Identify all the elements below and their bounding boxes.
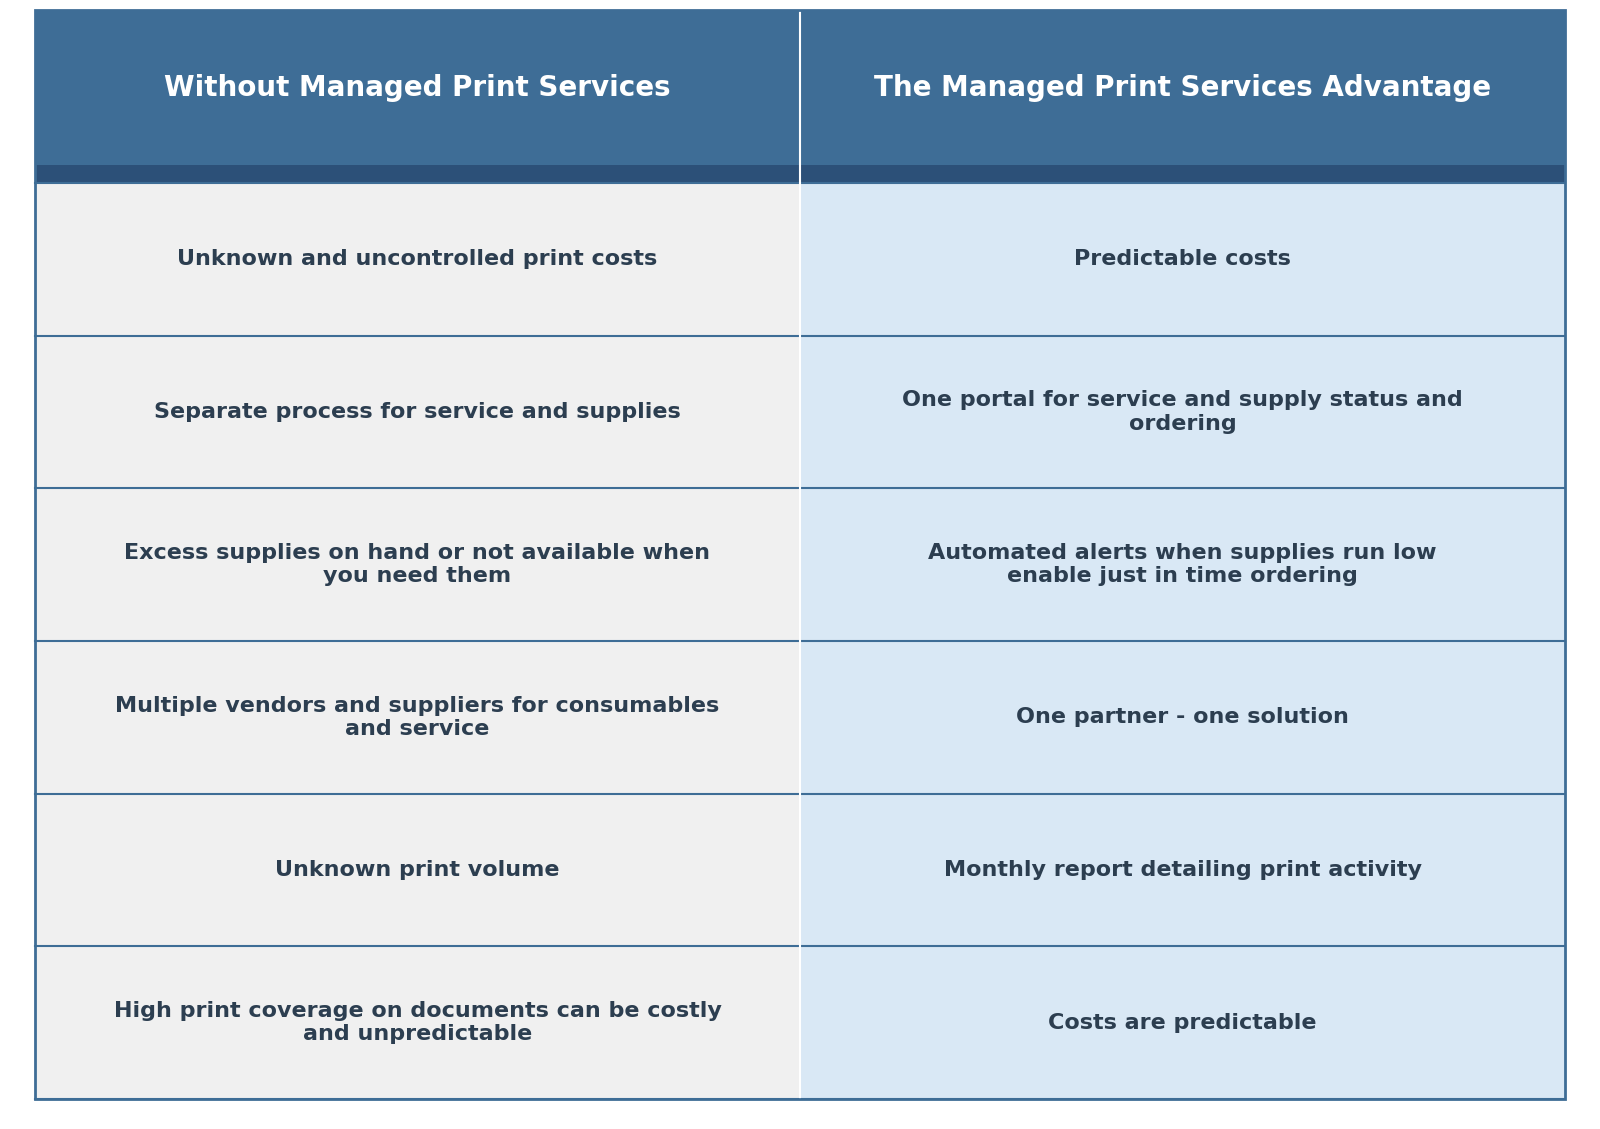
Bar — [35, 641, 800, 794]
Text: Without Managed Print Services: Without Managed Print Services — [165, 73, 670, 102]
Bar — [800, 489, 1565, 641]
Text: High print coverage on documents can be costly
and unpredictable: High print coverage on documents can be … — [114, 1001, 722, 1044]
Text: One partner - one solution: One partner - one solution — [1016, 708, 1349, 727]
Bar — [800, 794, 1565, 946]
Text: Monthly report detailing print activity: Monthly report detailing print activity — [944, 860, 1421, 879]
Bar — [35, 183, 800, 335]
Text: The Managed Print Services Advantage: The Managed Print Services Advantage — [874, 73, 1491, 102]
Text: Unknown print volume: Unknown print volume — [275, 860, 560, 879]
Bar — [35, 335, 800, 489]
Bar — [800, 335, 1565, 489]
Text: Predictable costs: Predictable costs — [1074, 250, 1291, 270]
Bar — [800, 641, 1565, 794]
Text: Automated alerts when supplies run low
enable just in time ordering: Automated alerts when supplies run low e… — [928, 543, 1437, 586]
Bar — [35, 946, 800, 1099]
Text: Unknown and uncontrolled print costs: Unknown and uncontrolled print costs — [178, 250, 658, 270]
Bar — [35, 165, 1565, 183]
Bar — [35, 10, 800, 165]
Text: Costs are predictable: Costs are predictable — [1048, 1013, 1317, 1033]
Text: One portal for service and supply status and
ordering: One portal for service and supply status… — [902, 391, 1462, 434]
Bar — [800, 183, 1565, 335]
Bar — [800, 946, 1565, 1099]
Bar — [800, 10, 1565, 165]
Bar — [35, 794, 800, 946]
Text: Separate process for service and supplies: Separate process for service and supplie… — [154, 402, 682, 422]
Bar — [35, 489, 800, 641]
Text: Excess supplies on hand or not available when
you need them: Excess supplies on hand or not available… — [125, 543, 710, 586]
Text: Multiple vendors and suppliers for consumables
and service: Multiple vendors and suppliers for consu… — [115, 695, 720, 739]
